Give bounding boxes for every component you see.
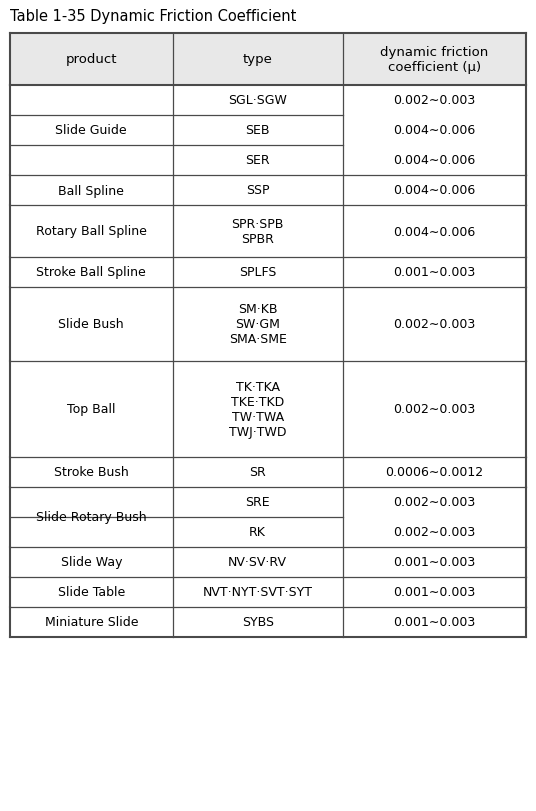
Bar bbox=[10, 258, 173, 288]
Text: Table 1-35 Dynamic Friction Coefficient: Table 1-35 Dynamic Friction Coefficient bbox=[10, 9, 296, 24]
Text: Slide Bush: Slide Bush bbox=[58, 318, 124, 331]
Text: 0.002∼0.003: 0.002∼0.003 bbox=[393, 318, 475, 331]
Bar bbox=[10, 607, 173, 637]
Bar bbox=[173, 288, 343, 362]
Bar bbox=[343, 206, 526, 258]
Text: 0.002∼0.003: 0.002∼0.003 bbox=[393, 526, 475, 539]
Text: SER: SER bbox=[245, 154, 270, 167]
Bar bbox=[173, 86, 343, 116]
Bar bbox=[173, 457, 343, 487]
Bar bbox=[343, 547, 526, 577]
Bar bbox=[343, 517, 526, 547]
Text: TK·TKA
TKE·TKD
TW·TWA
TWJ·TWD: TK·TKA TKE·TKD TW·TWA TWJ·TWD bbox=[229, 380, 286, 439]
Text: Slide Way: Slide Way bbox=[61, 556, 122, 569]
Text: Rotary Ball Spline: Rotary Ball Spline bbox=[36, 225, 147, 238]
Bar bbox=[10, 206, 173, 258]
Text: 0.004∼0.006: 0.004∼0.006 bbox=[393, 124, 475, 137]
Bar bbox=[343, 607, 526, 637]
Bar bbox=[343, 146, 526, 176]
Bar bbox=[10, 86, 173, 176]
Bar bbox=[173, 487, 343, 517]
Text: NVT·NYT·SVT·SYT: NVT·NYT·SVT·SYT bbox=[203, 586, 312, 599]
Text: RK: RK bbox=[249, 526, 266, 539]
Text: type: type bbox=[243, 54, 273, 67]
Text: SSP: SSP bbox=[246, 184, 270, 197]
Text: SYBS: SYBS bbox=[242, 616, 274, 629]
Bar bbox=[343, 116, 526, 146]
Bar bbox=[10, 487, 173, 547]
Text: 0.002∼0.003: 0.002∼0.003 bbox=[393, 94, 475, 107]
Bar bbox=[173, 607, 343, 637]
Text: product: product bbox=[65, 54, 117, 67]
Text: Slide Table: Slide Table bbox=[58, 586, 125, 599]
Text: SR: SR bbox=[249, 466, 266, 479]
Text: 0.004∼0.006: 0.004∼0.006 bbox=[393, 184, 475, 197]
Text: 0.001∼0.003: 0.001∼0.003 bbox=[393, 266, 475, 279]
Bar bbox=[173, 176, 343, 206]
Bar bbox=[173, 258, 343, 288]
Bar bbox=[343, 577, 526, 607]
Text: 0.002∼0.003: 0.002∼0.003 bbox=[393, 496, 475, 508]
Bar bbox=[343, 86, 526, 116]
Text: SPR·SPB
SPBR: SPR·SPB SPBR bbox=[232, 217, 284, 246]
Bar bbox=[10, 34, 526, 86]
Text: Top Ball: Top Ball bbox=[67, 403, 116, 416]
Bar bbox=[173, 116, 343, 146]
Text: dynamic friction
coefficient (μ): dynamic friction coefficient (μ) bbox=[380, 46, 488, 74]
Bar bbox=[343, 457, 526, 487]
Bar bbox=[10, 288, 173, 362]
Bar bbox=[343, 288, 526, 362]
Text: 0.001∼0.003: 0.001∼0.003 bbox=[393, 556, 475, 569]
Bar bbox=[343, 362, 526, 457]
Text: SM·KB
SW·GM
SMA·SME: SM·KB SW·GM SMA·SME bbox=[229, 303, 287, 346]
Text: Slide Rotary Bush: Slide Rotary Bush bbox=[36, 511, 146, 524]
Text: SRE: SRE bbox=[245, 496, 270, 508]
Text: 0.004∼0.006: 0.004∼0.006 bbox=[393, 225, 475, 238]
Bar bbox=[10, 457, 173, 487]
Bar bbox=[10, 577, 173, 607]
Text: Miniature Slide: Miniature Slide bbox=[44, 616, 138, 629]
Text: 0.001∼0.003: 0.001∼0.003 bbox=[393, 586, 475, 599]
Bar bbox=[343, 487, 526, 517]
Text: 0.001∼0.003: 0.001∼0.003 bbox=[393, 616, 475, 629]
Text: SEB: SEB bbox=[245, 124, 270, 137]
Bar bbox=[173, 146, 343, 176]
Bar bbox=[10, 362, 173, 457]
Text: NV·SV·RV: NV·SV·RV bbox=[228, 556, 287, 569]
Text: SPLFS: SPLFS bbox=[239, 266, 277, 279]
Text: 0.002∼0.003: 0.002∼0.003 bbox=[393, 403, 475, 416]
Bar bbox=[173, 517, 343, 547]
Text: SGL·SGW: SGL·SGW bbox=[228, 94, 287, 107]
Text: 0.004∼0.006: 0.004∼0.006 bbox=[393, 154, 475, 167]
Text: Slide Guide: Slide Guide bbox=[55, 124, 127, 137]
Bar bbox=[173, 547, 343, 577]
Bar bbox=[10, 176, 173, 206]
Text: Stroke Bush: Stroke Bush bbox=[54, 466, 129, 479]
Text: Ball Spline: Ball Spline bbox=[58, 184, 124, 197]
Bar bbox=[173, 362, 343, 457]
Bar bbox=[173, 577, 343, 607]
Bar bbox=[173, 206, 343, 258]
Bar bbox=[343, 258, 526, 288]
Bar bbox=[10, 547, 173, 577]
Text: 0.0006∼0.0012: 0.0006∼0.0012 bbox=[385, 466, 483, 479]
Bar bbox=[343, 176, 526, 206]
Text: Stroke Ball Spline: Stroke Ball Spline bbox=[36, 266, 146, 279]
